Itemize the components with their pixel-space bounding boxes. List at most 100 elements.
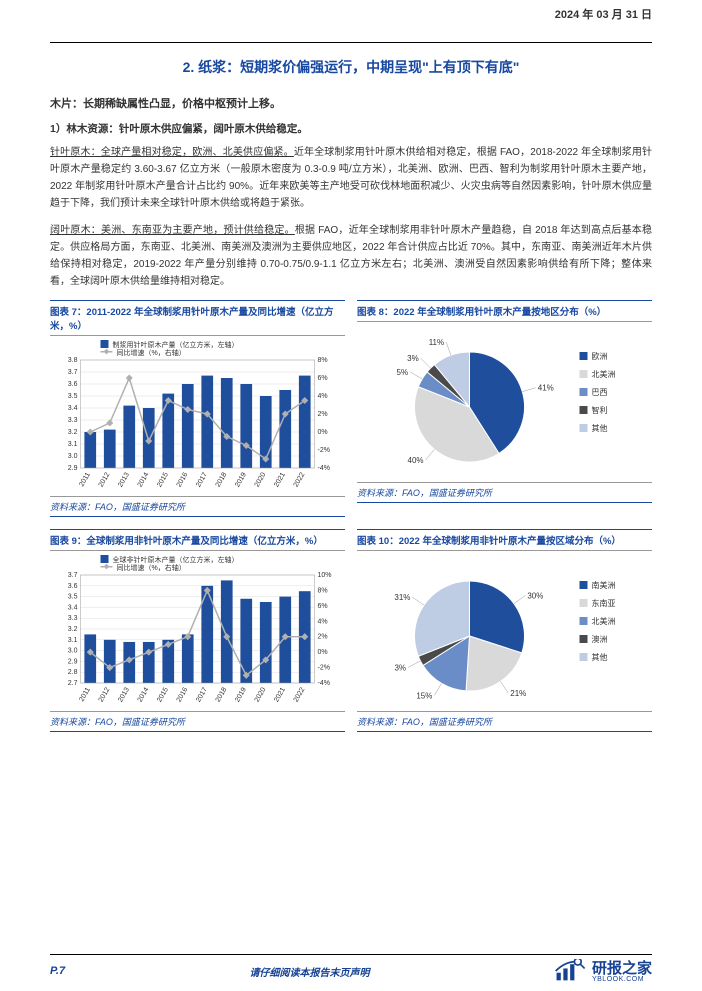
footer-logo: 研报之家 YBLOOK.COM <box>554 959 652 983</box>
svg-text:2022: 2022 <box>293 471 307 488</box>
chart-7: 图表 7：2011-2022 年全球制浆用针叶原木产量及同比增速（亿立方米，%）… <box>50 300 345 517</box>
svg-text:2018: 2018 <box>215 471 229 488</box>
chart-8-title: 图表 8：2022 年全球制浆用针叶原木产量按地区分布（%） <box>357 300 652 322</box>
footer-disclaimer: 请仔细阅读本报告末页声明 <box>250 964 370 979</box>
footer: P.7 请仔细阅读本报告末页声明 研报之家 YBLOOK.COM <box>0 954 702 991</box>
svg-text:2013: 2013 <box>117 686 131 703</box>
chart-7-svg: 制浆用针叶原木产量（亿立方米，左轴）同比增速（%，右轴） 2.9 3.0 3.1 3.2… <box>50 336 345 496</box>
para2-lead: 阔叶原木：美洲、东南亚为主要产地，预计供给稳定。 <box>50 225 295 236</box>
logo-icon <box>554 959 588 983</box>
svg-text:2011: 2011 <box>78 686 92 703</box>
logo-text: 研报之家 <box>592 961 652 976</box>
svg-text:2021: 2021 <box>273 471 287 488</box>
svg-text:全球非针叶原木产量（亿立方米，左轴）: 全球非针叶原木产量（亿立方米，左轴） <box>113 555 239 564</box>
svg-text:3.4: 3.4 <box>68 604 78 611</box>
chart-8-source: 资料来源：FAO，国盛证券研究所 <box>357 482 652 503</box>
svg-text:-2%: -2% <box>318 665 330 672</box>
svg-text:其他: 其他 <box>592 652 608 662</box>
svg-text:3.4: 3.4 <box>68 405 78 412</box>
svg-text:6%: 6% <box>318 603 328 610</box>
svg-text:巴西: 巴西 <box>592 388 608 397</box>
page-number: P.7 <box>50 965 65 977</box>
svg-text:其他: 其他 <box>592 423 608 433</box>
header-divider <box>50 42 652 43</box>
paragraph-2: 阔叶原木：美洲、东南亚为主要产地，预计供给稳定。根据 FAO，近年全球制浆用非针… <box>50 222 652 290</box>
svg-text:11%: 11% <box>429 338 444 347</box>
svg-text:0%: 0% <box>318 429 328 436</box>
svg-text:-4%: -4% <box>318 680 330 687</box>
svg-text:2.7: 2.7 <box>68 680 78 687</box>
svg-text:8%: 8% <box>318 587 328 594</box>
svg-text:3%: 3% <box>394 663 406 672</box>
intro-bold: 木片：长期稀缺属性凸显，价格中枢预计上移。 <box>50 95 652 111</box>
svg-text:2020: 2020 <box>254 471 268 488</box>
svg-text:3.7: 3.7 <box>68 369 78 376</box>
svg-text:2018: 2018 <box>215 686 229 703</box>
svg-text:2.9: 2.9 <box>68 465 78 472</box>
svg-text:2016: 2016 <box>176 686 190 703</box>
svg-text:2012: 2012 <box>98 686 112 703</box>
chart-9-source: 资料来源：FAO，国盛证券研究所 <box>50 711 345 732</box>
svg-text:3.2: 3.2 <box>68 429 78 436</box>
paragraph-1: 针叶原木：全球产量相对稳定，欧洲、北美供应偏紧。近年全球制浆用针叶原木供给相对稳… <box>50 144 652 212</box>
chart-10-svg: 30%21%15%3%31%南美洲东南亚北美洲澳洲其他 <box>357 551 652 711</box>
svg-text:2016: 2016 <box>176 471 190 488</box>
chart-9-svg: 全球非针叶原木产量（亿立方米，左轴）同比增速（%，右轴）2.72.82.93.0… <box>50 551 345 711</box>
svg-text:欧洲: 欧洲 <box>592 351 608 361</box>
svg-text:3.1: 3.1 <box>68 441 78 448</box>
chart-7-source: 资料来源：FAO，国盛证券研究所 <box>50 496 345 517</box>
chart-10-source: 资料来源：FAO，国盛证券研究所 <box>357 711 652 732</box>
chart-8: 图表 8：2022 年全球制浆用针叶原木产量按地区分布（%） 41%40%5%3… <box>357 300 652 517</box>
svg-text:4%: 4% <box>318 618 328 625</box>
svg-text:北美洲: 北美洲 <box>592 369 616 379</box>
chart-8-svg: 41%40%5%3%11%欧洲北美洲巴西智利其他 <box>357 322 652 482</box>
svg-text:2%: 2% <box>318 634 328 641</box>
svg-text:2014: 2014 <box>137 686 151 703</box>
chart-10: 图表 10：2022 年全球制浆用非针叶原木产量按区域分布（%） 30%21%1… <box>357 529 652 732</box>
section-title: 2. 纸浆：短期浆价偏强运行，中期呈现"上有顶下有底" <box>0 57 702 77</box>
svg-text:31%: 31% <box>394 593 410 602</box>
svg-text:2013: 2013 <box>117 471 131 488</box>
svg-text:智利: 智利 <box>592 405 608 415</box>
svg-text:3.6: 3.6 <box>68 381 78 388</box>
svg-text:5%: 5% <box>397 368 409 377</box>
svg-text:-4%: -4% <box>318 465 330 472</box>
chart-10-title: 图表 10：2022 年全球制浆用非针叶原木产量按区域分布（%） <box>357 529 652 551</box>
svg-text:10%: 10% <box>318 572 332 579</box>
svg-text:2017: 2017 <box>195 686 209 703</box>
svg-text:15%: 15% <box>416 691 432 700</box>
logo-subtext: YBLOOK.COM <box>592 976 652 983</box>
svg-text:3.1: 3.1 <box>68 637 78 644</box>
report-date: 2024 年 03 月 31 日 <box>0 0 702 22</box>
chart-7-title: 图表 7：2011-2022 年全球制浆用针叶原木产量及同比增速（亿立方米，%） <box>50 300 345 336</box>
svg-text:40%: 40% <box>408 456 424 465</box>
svg-text:2012: 2012 <box>98 471 112 488</box>
svg-text:6%: 6% <box>318 375 328 382</box>
svg-text:3.3: 3.3 <box>68 417 78 424</box>
svg-text:-2%: -2% <box>318 447 330 454</box>
svg-text:2019: 2019 <box>234 471 248 488</box>
svg-text:3.3: 3.3 <box>68 615 78 622</box>
svg-text:3.8: 3.8 <box>68 357 78 364</box>
svg-text:3.0: 3.0 <box>68 453 78 460</box>
svg-text:2019: 2019 <box>234 686 248 703</box>
svg-text:30%: 30% <box>527 591 543 600</box>
svg-text:0%: 0% <box>318 649 328 656</box>
svg-text:同比增速（%，右轴）: 同比增速（%，右轴） <box>117 348 186 357</box>
svg-text:2021: 2021 <box>273 686 287 703</box>
subsection-1: 1）林木资源：针叶原木供应偏紧，阔叶原木供给稳定。 <box>50 121 652 136</box>
svg-text:8%: 8% <box>318 357 328 364</box>
svg-text:4%: 4% <box>318 393 328 400</box>
svg-text:41%: 41% <box>538 384 554 393</box>
svg-text:2011: 2011 <box>78 471 92 488</box>
svg-text:3.2: 3.2 <box>68 626 78 633</box>
svg-text:3.0: 3.0 <box>68 648 78 655</box>
svg-text:北美洲: 北美洲 <box>592 616 616 626</box>
svg-text:南美洲: 南美洲 <box>592 580 616 590</box>
svg-text:制浆用针叶原木产量（亿立方米，左轴）: 制浆用针叶原木产量（亿立方米，左轴） <box>113 340 239 349</box>
svg-text:3.5: 3.5 <box>68 594 78 601</box>
svg-text:3.5: 3.5 <box>68 393 78 400</box>
svg-text:东南亚: 东南亚 <box>592 598 616 608</box>
svg-text:2015: 2015 <box>156 686 170 703</box>
svg-text:2015: 2015 <box>156 471 170 488</box>
